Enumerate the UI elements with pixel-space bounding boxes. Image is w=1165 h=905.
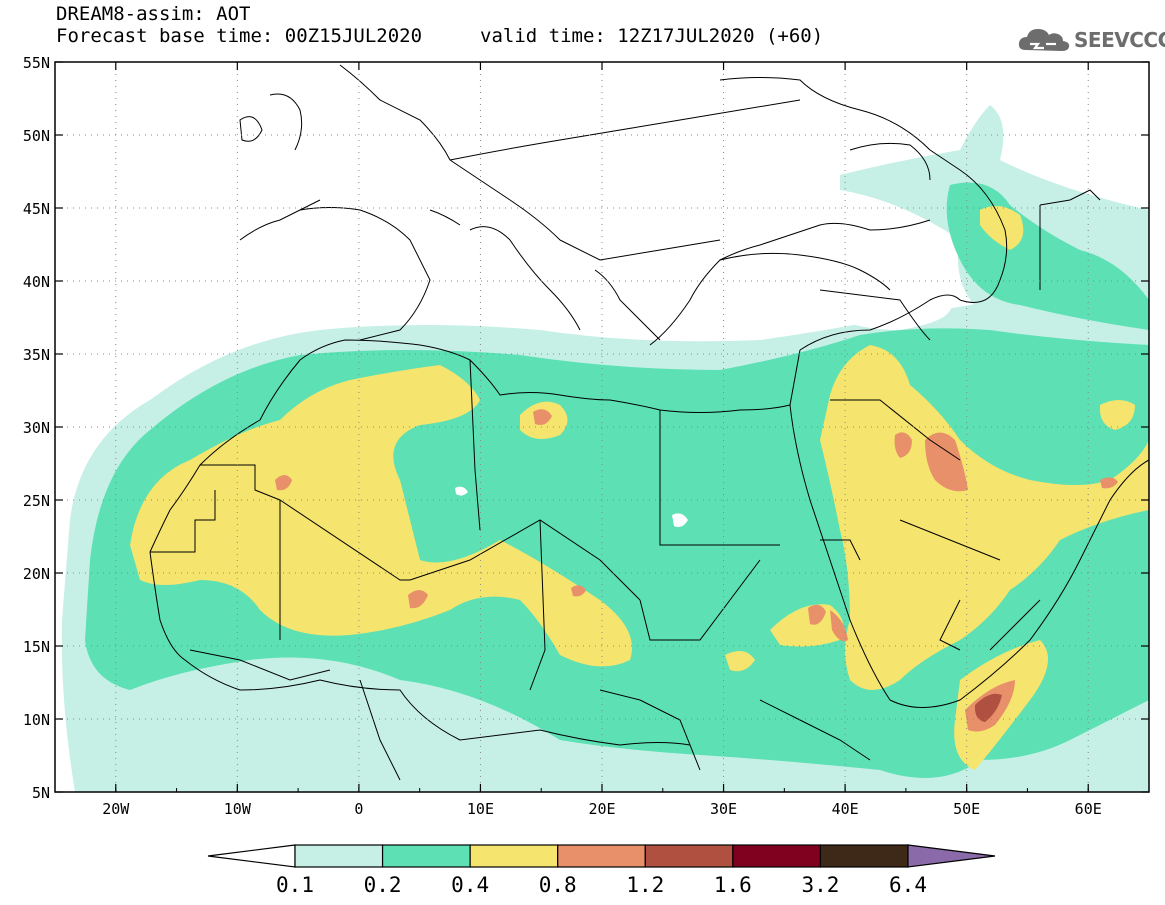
colorbar-segment [644,844,734,868]
lon-tick-label: 40E [832,800,859,818]
lon-tick-label: 10E [467,800,494,818]
lat-tick-label: 40N [23,273,50,291]
lon-tick-label: 10W [224,800,252,818]
colorbar-label: 3.2 [801,873,839,897]
colorbar-segment [819,844,909,868]
coastlines-borders [149,64,1149,781]
aot-level-0-8 [275,409,1118,732]
lon-tick-label: 50E [953,800,980,818]
lat-tick-label: 55N [23,54,50,72]
lon-tick-label: 60E [1075,800,1102,818]
colorbar-label: 1.6 [714,873,752,897]
lon-tick-label: 20W [102,800,130,818]
colorbar-label: 6.4 [889,873,927,897]
map-axes: 5N 10N 15N 20N 25N 30N 35N 40N 45N 50N 55N 20W 10W 0 1… [23,54,1150,818]
forecast-base-time: Forecast base time: 00Z15JUL2020 [56,25,423,47]
lon-tick-label: 0 [354,800,363,818]
colorbar-segment [381,844,471,868]
lat-tick-label: 20N [23,565,50,583]
aot-level-0-4 [130,206,1149,770]
colorbar-segment [557,844,646,868]
valid-time: valid time: 12Z17JUL2020 (+60) [480,25,824,47]
colorbar-segment [469,844,559,868]
logo-text: SEEVCCC [1074,28,1165,52]
map-grid [55,62,1149,792]
lat-tick-label: 10N [23,711,50,729]
lat-tick-label: 25N [23,492,50,510]
lon-tick-label: 30E [710,800,737,818]
colorbar-segment [732,844,822,868]
cloud-logo-icon [1018,29,1070,51]
aot-low-patches [455,291,952,528]
colorbar-label: 1.2 [626,873,664,897]
lat-tick-label: 45N [23,200,50,218]
colorbar-label: 0.1 [276,873,314,897]
aot-field [61,105,1149,792]
lon-tick-label: 20E [588,800,615,818]
colorbar: 0.1 0.2 0.4 0.8 1.2 1.6 3.2 6.4 [207,844,996,897]
colorbar-over-arrow [907,844,996,868]
lat-tick-label: 5N [32,784,50,802]
colorbar-segment [294,844,384,868]
colorbar-label: 0.2 [364,873,402,897]
colorbar-label: 0.4 [451,873,489,897]
lat-tick-label: 30N [23,419,50,437]
colorbar-label: 0.8 [539,873,577,897]
lat-tick-label: 35N [23,346,50,364]
lat-tick-label: 15N [23,638,50,656]
colorbar-under-arrow [207,844,296,868]
lat-tick-label: 50N [23,127,50,145]
seevccc-logo: SEEVCCC [1016,22,1165,56]
map-title: DREAM8-assim: AOT [56,3,251,25]
aot-level-1-2 [974,693,1002,722]
